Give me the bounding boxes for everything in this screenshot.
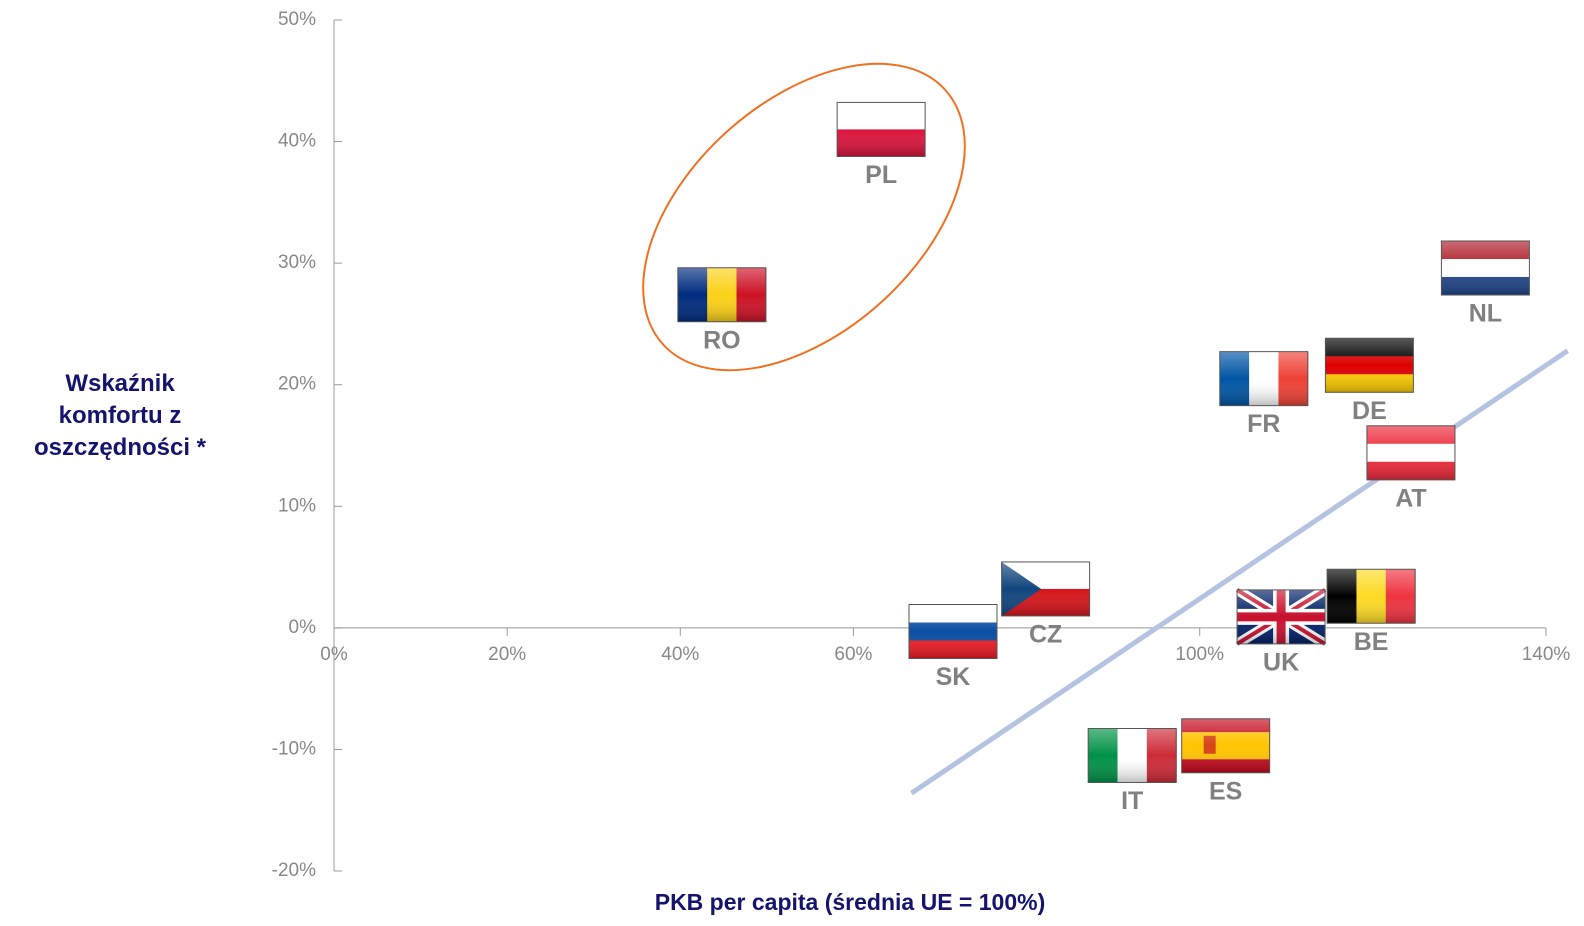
point-label: RO (703, 326, 741, 354)
point-label: CZ (1029, 621, 1062, 649)
flag-border (1087, 728, 1177, 784)
y-tick-label: 10% (278, 495, 316, 516)
flag-border (1001, 561, 1091, 617)
flag-border (677, 267, 767, 323)
flag-border (1181, 718, 1271, 774)
flag-shine (1001, 561, 1090, 616)
flag-border (1366, 425, 1456, 481)
y-tick-label: -10% (272, 738, 316, 759)
flag-shine (1088, 728, 1177, 783)
point-label: PL (865, 161, 897, 189)
flag-shine (1327, 569, 1416, 624)
flag-border (1326, 568, 1416, 624)
point-label: FR (1247, 410, 1280, 438)
point-label: BE (1354, 628, 1389, 656)
flag-shine (1237, 589, 1326, 644)
point-label: UK (1263, 649, 1299, 677)
flag-marker (677, 267, 767, 323)
flag-shine (908, 604, 997, 659)
point-label: SK (936, 663, 971, 691)
x-tick-label: 100% (1175, 644, 1224, 665)
flag-marker (908, 604, 998, 660)
flag-border (1440, 240, 1530, 296)
y-tick-label: 30% (278, 252, 316, 273)
flag-marker (1087, 728, 1177, 784)
flag-shine (1441, 241, 1530, 296)
x-tick-label: 20% (488, 644, 526, 665)
y-tick-label: 20% (278, 374, 316, 395)
point-label: AT (1395, 484, 1426, 512)
flag-shine (1366, 425, 1455, 480)
flag-marker (1326, 568, 1416, 624)
x-tick-label: 60% (834, 644, 872, 665)
point-label: ES (1209, 777, 1242, 805)
point-label: DE (1352, 397, 1387, 425)
flag-shine (1219, 351, 1308, 406)
point-label: IT (1121, 787, 1143, 815)
flag-shine (1325, 338, 1414, 393)
trendline (910, 348, 1570, 796)
y-axis-title: Wskaźnik komfortu z oszczędności * (33, 370, 207, 461)
flag-shine (677, 267, 766, 322)
y-tick-label: -20% (272, 860, 316, 881)
flag-border (1219, 351, 1309, 407)
flag-marker (1366, 425, 1456, 481)
flag-marker (1440, 240, 1530, 296)
flag-marker (836, 101, 926, 157)
flag-shine (1181, 718, 1270, 773)
flag-marker (1234, 585, 1328, 649)
flag-border (1324, 337, 1414, 393)
y-tick-label: 50% (278, 9, 316, 30)
flag-marker (1324, 337, 1414, 393)
flag-marker (1219, 351, 1309, 407)
flag-border (836, 101, 926, 157)
flag-marker (1001, 561, 1091, 617)
x-tick-label: 140% (1522, 644, 1571, 665)
flag-marker (1181, 718, 1271, 774)
flag-shine (837, 102, 926, 157)
x-tick-label: 0% (320, 644, 348, 665)
x-tick-label: 40% (661, 644, 699, 665)
highlight-ellipse (642, 62, 966, 372)
y-tick-label: 40% (278, 131, 316, 152)
y-tick-label: 0% (289, 617, 317, 638)
flag-border (908, 604, 998, 660)
flag-border (1236, 589, 1326, 645)
point-label: NL (1469, 300, 1502, 328)
x-axis-title: PKB per capita (średnia UE = 100%) (655, 889, 1046, 915)
